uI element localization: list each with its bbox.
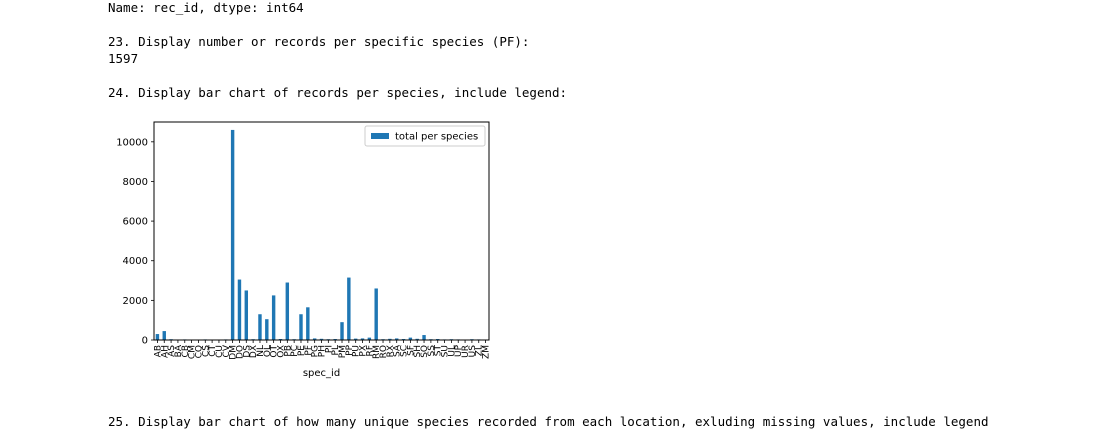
x-tick-label: OL [263,345,273,357]
bar-pp [347,277,351,340]
question-25-prompt: 25. Display bar chart of how many unique… [108,414,989,429]
plot-frame [153,121,490,341]
x-tick-label: CV [222,344,232,357]
x-tick-label: ZM [482,345,492,359]
y-tick-label: 2000 [123,296,148,307]
x-tick-label: PX [359,345,369,357]
y-tick-label: 10000 [116,137,148,148]
legend-box [364,125,486,147]
bar-nl [258,314,262,340]
x-tick-label: AB [153,345,163,357]
bar-pg [312,338,317,340]
question-23-result: 1597 [108,51,139,66]
bar-sh [415,338,419,340]
x-tick-label: AH [160,345,170,358]
x-tick-label: SA [393,344,403,357]
bar-chart-svg: ABAHASBACBCMCQCSCTCUCVDMDODSDXNLOLOTOXPB… [116,121,492,379]
x-tick-label: UR [461,345,471,358]
x-tick-label: AS [167,345,177,357]
x-tick-label: PI [324,345,334,353]
bar-rf [367,337,372,340]
bar-pm [340,322,344,340]
legend: total per species [364,125,486,147]
question-23-prompt: 23. Display number or records per specif… [108,34,530,49]
x-tick-label: PC [290,345,300,357]
bar-chart: AB AH AS BA CB CM CQ CS CT CU CV DM DO DS DX NL OL OT OX PB… [100,112,500,392]
x-tick-label: PM [338,345,348,358]
x-axis-label: spec_id [303,368,340,379]
bar-ot [271,295,276,340]
x-tick-label: PH [318,345,328,357]
x-tick-label: RX [386,345,396,357]
legend-label: total per species [395,132,478,143]
x-tick-label: ST [434,345,444,357]
x-tick-label: DX [249,345,259,358]
x-tick-label: BA [174,344,184,357]
x-tick-label: RO [379,345,389,358]
y-tick-label: 6000 [123,217,148,228]
x-tick-label: CB [181,345,191,357]
bar-ol [265,319,269,340]
bar-pe [299,314,303,340]
bar-ds [244,290,249,340]
bar-rx [388,338,392,340]
x-tick-label: CT [208,345,218,357]
x-tick-label: US [468,345,478,358]
x-tick-label: CS [201,345,211,357]
x-tick-label: PE [297,345,307,356]
bar-pf [306,307,310,340]
bar-pb [285,282,290,340]
output-name-dtype: Name: rec_id, dtype: int64 [108,0,304,15]
bar-pu [353,338,358,340]
bar-so [422,335,426,340]
x-tick-label: SU [441,345,451,357]
legend-swatch [371,133,389,139]
x-tick-label: CU [215,345,225,358]
bar-px [360,338,365,340]
x-tick-label: UP [454,344,464,357]
x-tick-label: PF [304,345,314,356]
x-tick-label: PP [345,344,355,355]
x-tick-label: DS [242,345,252,358]
x-tick-label: DM [229,345,239,360]
y-tick-label: 0 [142,336,148,347]
x-tick-label: UL [447,345,457,357]
x-tick-label: PG [311,345,321,357]
x-tick-label: PU [352,345,362,357]
x-tick-label: SO [420,345,430,358]
bar-dm [230,129,235,340]
bar-sa [394,338,399,340]
y-tick-label: 4000 [123,256,148,267]
x-tick-label: SS [427,345,437,357]
bar-sf [408,337,413,340]
x-tick-label: CQ [194,345,204,358]
x-tick-label: CM [188,345,198,359]
bar-rm [374,288,378,340]
x-tick-label: SF [406,345,416,356]
x-tick-label: ZL [475,345,485,356]
bar-do [237,279,242,340]
bar-ah [162,331,166,340]
x-tick-label: OX [276,345,286,358]
x-tick-label: SC [400,345,410,357]
bar-ph [319,338,324,340]
x-tick-label: PL [331,345,341,355]
x-tick-label: DO [235,345,245,359]
x-tick-label: OT [270,345,280,358]
x-tick-label: RF [365,345,375,356]
x-tick-label: PB [283,345,293,357]
x-tick-label: NL [256,345,266,357]
bar-ab [155,334,160,340]
y-tick-label: 8000 [123,177,148,188]
question-24-prompt: 24. Display bar chart of records per spe… [108,85,568,100]
x-tick-label: RM [372,345,382,359]
x-tick-label: SH [413,345,423,357]
